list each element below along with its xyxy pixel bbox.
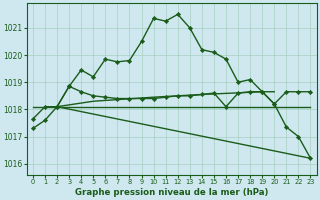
X-axis label: Graphe pression niveau de la mer (hPa): Graphe pression niveau de la mer (hPa) xyxy=(75,188,268,197)
